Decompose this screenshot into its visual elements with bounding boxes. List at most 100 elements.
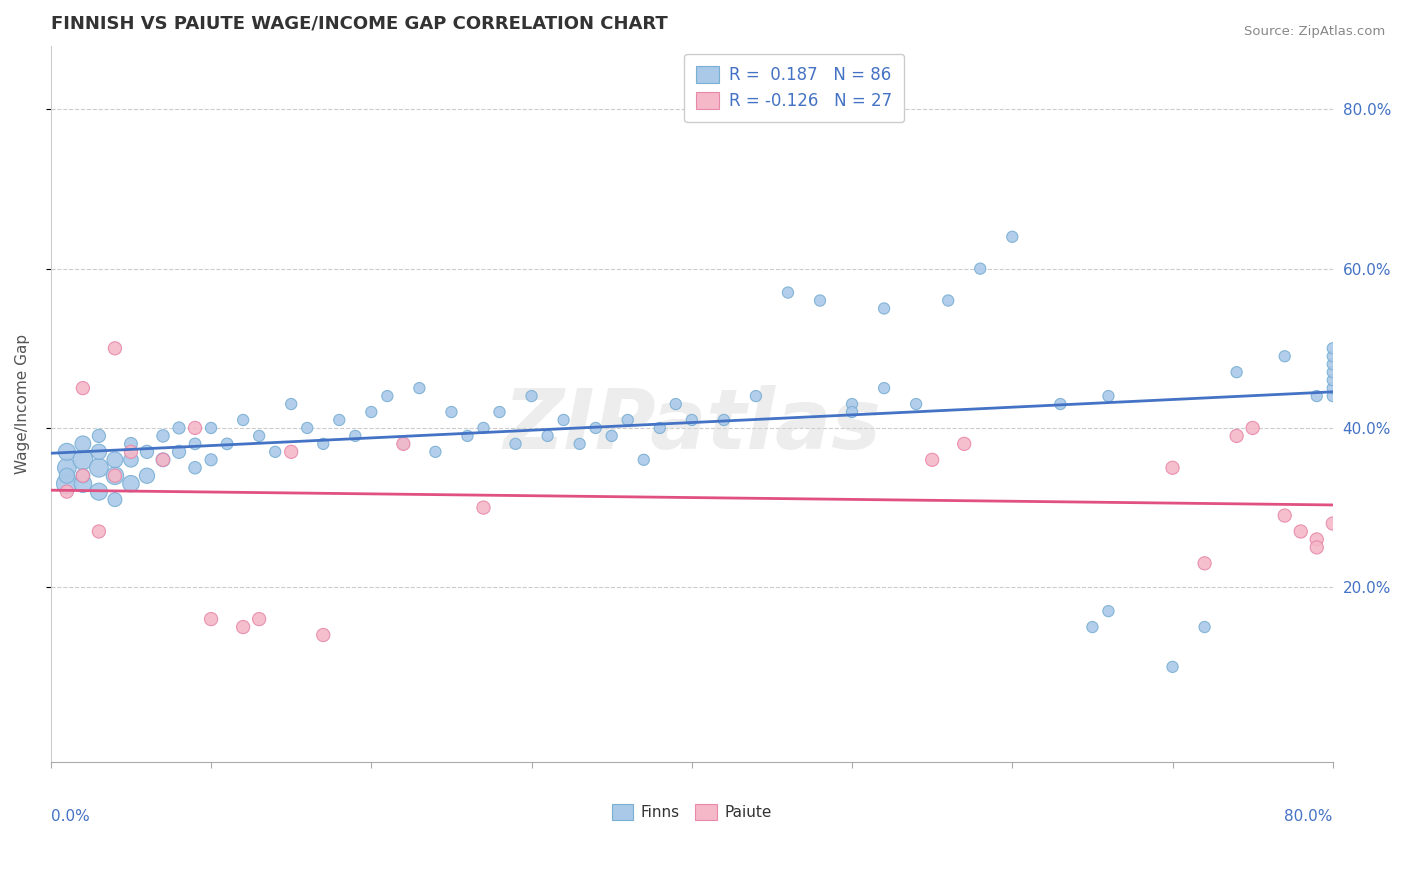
Text: Source: ZipAtlas.com: Source: ZipAtlas.com	[1244, 25, 1385, 38]
Point	[200, 421, 222, 435]
Point	[167, 421, 190, 435]
Point	[841, 397, 863, 411]
Point	[184, 421, 207, 435]
Point	[392, 437, 415, 451]
Point	[1226, 365, 1249, 379]
Point	[72, 437, 94, 451]
Text: FINNISH VS PAIUTE WAGE/INCOME GAP CORRELATION CHART: FINNISH VS PAIUTE WAGE/INCOME GAP CORREL…	[51, 15, 668, 33]
Point	[87, 524, 110, 539]
Point	[120, 476, 142, 491]
Text: 0.0%: 0.0%	[51, 809, 90, 824]
Point	[1274, 508, 1296, 523]
Point	[536, 429, 558, 443]
Point	[120, 445, 142, 459]
Point	[472, 500, 495, 515]
Point	[375, 389, 398, 403]
Point	[1049, 397, 1071, 411]
Point	[297, 421, 319, 435]
Point	[808, 293, 831, 308]
Point	[360, 405, 382, 419]
Point	[104, 468, 127, 483]
Point	[120, 452, 142, 467]
Point	[328, 413, 350, 427]
Point	[72, 468, 94, 483]
Point	[841, 405, 863, 419]
Point	[56, 468, 79, 483]
Point	[1322, 349, 1344, 363]
Point	[600, 429, 623, 443]
Point	[505, 437, 527, 451]
Point	[87, 484, 110, 499]
Point	[72, 381, 94, 395]
Point	[392, 437, 415, 451]
Point	[681, 413, 703, 427]
Point	[633, 452, 655, 467]
Point	[1322, 516, 1344, 531]
Point	[56, 445, 79, 459]
Point	[616, 413, 638, 427]
Point	[776, 285, 799, 300]
Legend: Finns, Paiute: Finns, Paiute	[606, 798, 778, 827]
Point	[247, 429, 270, 443]
Point	[1322, 389, 1344, 403]
Point	[87, 445, 110, 459]
Point	[104, 468, 127, 483]
Point	[408, 381, 430, 395]
Point	[120, 437, 142, 451]
Point	[1322, 365, 1344, 379]
Text: ZIPatlas: ZIPatlas	[503, 385, 880, 466]
Point	[280, 397, 302, 411]
Point	[1226, 429, 1249, 443]
Point	[425, 445, 447, 459]
Point	[72, 468, 94, 483]
Point	[344, 429, 367, 443]
Point	[280, 445, 302, 459]
Point	[1001, 229, 1024, 244]
Point	[1306, 541, 1329, 555]
Point	[312, 437, 335, 451]
Point	[745, 389, 768, 403]
Point	[152, 429, 174, 443]
Point	[167, 445, 190, 459]
Point	[1322, 357, 1344, 371]
Point	[56, 476, 79, 491]
Point	[136, 468, 159, 483]
Point	[152, 452, 174, 467]
Point	[568, 437, 591, 451]
Point	[1161, 660, 1184, 674]
Point	[72, 452, 94, 467]
Point	[713, 413, 735, 427]
Point	[1097, 604, 1119, 618]
Point	[553, 413, 575, 427]
Point	[1097, 389, 1119, 403]
Point	[873, 301, 896, 316]
Point	[104, 452, 127, 467]
Point	[247, 612, 270, 626]
Point	[104, 492, 127, 507]
Point	[217, 437, 239, 451]
Point	[1081, 620, 1104, 634]
Point	[1306, 389, 1329, 403]
Point	[873, 381, 896, 395]
Point	[87, 429, 110, 443]
Point	[312, 628, 335, 642]
Point	[56, 484, 79, 499]
Point	[520, 389, 543, 403]
Point	[232, 620, 254, 634]
Point	[1161, 460, 1184, 475]
Point	[1322, 373, 1344, 387]
Point	[104, 341, 127, 355]
Point	[1322, 381, 1344, 395]
Point	[953, 437, 976, 451]
Point	[264, 445, 287, 459]
Y-axis label: Wage/Income Gap: Wage/Income Gap	[15, 334, 30, 475]
Point	[665, 397, 688, 411]
Point	[200, 612, 222, 626]
Point	[440, 405, 463, 419]
Point	[921, 452, 943, 467]
Point	[648, 421, 671, 435]
Point	[936, 293, 959, 308]
Point	[456, 429, 478, 443]
Point	[1194, 557, 1216, 571]
Point	[152, 452, 174, 467]
